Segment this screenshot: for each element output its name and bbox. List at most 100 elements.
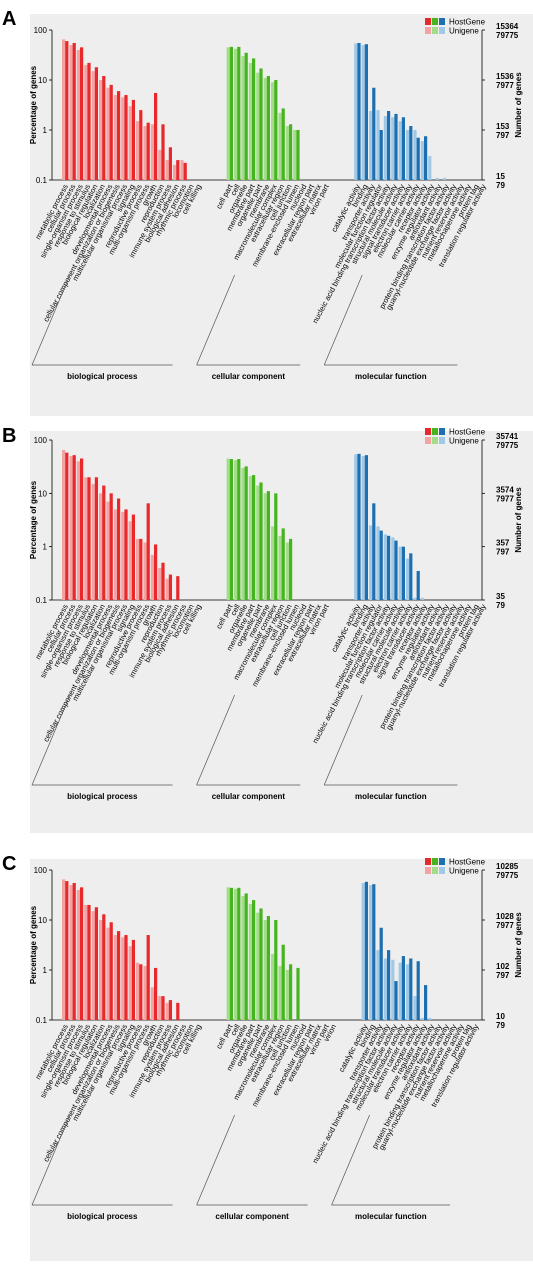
group-label: cellular component bbox=[212, 372, 286, 381]
bar-unigene bbox=[165, 1002, 169, 1020]
bar-unigene bbox=[91, 483, 95, 600]
bar-hostgene bbox=[102, 76, 106, 180]
y2-tick-label-host: 357 bbox=[496, 539, 510, 548]
group-bracket bbox=[323, 274, 363, 366]
bar-unigene bbox=[383, 534, 387, 600]
bar-unigene bbox=[383, 116, 387, 180]
bar-unigene bbox=[158, 567, 162, 600]
bar-hostgene bbox=[117, 931, 121, 1020]
bar-unigene bbox=[391, 959, 395, 1020]
bar-unigene bbox=[84, 904, 88, 1020]
bar-hostgene bbox=[379, 927, 383, 1020]
bar-unigene bbox=[256, 72, 260, 180]
bar-unigene bbox=[278, 535, 282, 600]
legend-swatch bbox=[432, 867, 438, 874]
y2-tick-label-host: 35741 bbox=[496, 432, 519, 441]
bar-hostgene bbox=[168, 147, 172, 180]
bar-unigene bbox=[271, 82, 275, 180]
group-bracket bbox=[196, 694, 235, 786]
bar-unigene bbox=[150, 124, 154, 180]
y-tick-label: 10 bbox=[38, 489, 47, 498]
bar-hostgene bbox=[124, 95, 128, 180]
bar-unigene bbox=[398, 546, 402, 600]
bar-unigene bbox=[84, 477, 88, 600]
bar-unigene bbox=[428, 1017, 432, 1020]
bar-hostgene bbox=[266, 491, 270, 600]
legend-swatch bbox=[439, 27, 445, 34]
bar-hostgene bbox=[80, 887, 84, 1020]
panel-label: B bbox=[2, 425, 17, 447]
bar-unigene bbox=[263, 920, 267, 1020]
bar-unigene bbox=[361, 456, 365, 600]
bar-hostgene bbox=[139, 110, 143, 180]
group-label: cellular component bbox=[212, 792, 286, 801]
bar-unigene bbox=[241, 56, 245, 180]
group-label: biological process bbox=[67, 372, 138, 381]
bar-hostgene bbox=[102, 914, 106, 1020]
bar-hostgene bbox=[65, 41, 69, 180]
bar-unigene bbox=[354, 454, 358, 600]
legend-swatch bbox=[432, 437, 438, 444]
y-axis-title: Percentage of genes bbox=[29, 905, 38, 984]
legend-entry: Unigene bbox=[449, 867, 479, 876]
bar-unigene bbox=[62, 879, 66, 1020]
bar-unigene bbox=[91, 71, 95, 180]
bar-hostgene bbox=[229, 887, 233, 1020]
bar-unigene bbox=[234, 460, 238, 600]
bar-unigene bbox=[76, 461, 80, 600]
bar-unigene bbox=[354, 43, 358, 181]
y-tick-label: 0.1 bbox=[36, 176, 48, 185]
bar-unigene bbox=[128, 521, 132, 600]
group-bracket bbox=[323, 694, 363, 786]
bar-unigene bbox=[420, 597, 424, 600]
bar-hostgene bbox=[387, 110, 391, 180]
y2-tick-label-unigene: 797 bbox=[496, 548, 510, 557]
y2-tick-label-unigene: 79 bbox=[496, 1021, 505, 1030]
bar-unigene bbox=[128, 106, 132, 180]
bar-unigene bbox=[398, 962, 402, 1020]
bar-hostgene bbox=[168, 1000, 172, 1020]
bar-unigene bbox=[91, 911, 95, 1020]
bar-unigene bbox=[69, 456, 73, 600]
bar-hostgene bbox=[229, 46, 233, 181]
bar-hostgene bbox=[416, 961, 420, 1020]
bar-hostgene bbox=[229, 459, 233, 600]
bar-unigene bbox=[226, 887, 230, 1020]
y2-tick-label-host: 3574 bbox=[496, 485, 514, 494]
bar-unigene bbox=[226, 47, 230, 181]
bar-hostgene bbox=[266, 76, 270, 180]
bar-hostgene bbox=[139, 964, 143, 1020]
bar-hostgene bbox=[161, 124, 165, 180]
bar-unigene bbox=[106, 927, 110, 1020]
bar-hostgene bbox=[274, 920, 278, 1020]
bar-unigene bbox=[173, 164, 177, 180]
bar-unigene bbox=[136, 538, 140, 600]
bar-hostgene bbox=[387, 535, 391, 600]
bar-unigene bbox=[391, 117, 395, 180]
bar-unigene bbox=[383, 958, 387, 1020]
group-bracket bbox=[31, 274, 71, 366]
bar-hostgene bbox=[387, 950, 391, 1020]
bar-hostgene bbox=[281, 108, 285, 180]
chart-panel-c: C 100 10285 79775 10 1028 7977 1 102 797 0.1 10 79 Pe… bbox=[0, 845, 533, 1265]
legend-swatch bbox=[439, 437, 445, 444]
bar-unigene bbox=[376, 110, 380, 180]
bar-unigene bbox=[413, 597, 417, 600]
legend-swatch bbox=[439, 428, 445, 435]
bar-hostgene bbox=[259, 908, 263, 1020]
bar-unigene bbox=[69, 45, 73, 180]
bar-hostgene bbox=[87, 477, 91, 600]
bar-unigene bbox=[435, 177, 439, 180]
bar-hostgene bbox=[109, 84, 113, 180]
bar-hostgene bbox=[154, 544, 158, 600]
bar-unigene bbox=[234, 888, 238, 1020]
bar-unigene bbox=[263, 77, 267, 180]
bar-hostgene bbox=[281, 528, 285, 600]
bar-hostgene bbox=[416, 137, 420, 180]
bar-hostgene bbox=[357, 42, 361, 180]
bar-unigene bbox=[76, 889, 80, 1020]
y-tick-label: 100 bbox=[34, 866, 48, 875]
group-label: biological process bbox=[67, 792, 138, 801]
